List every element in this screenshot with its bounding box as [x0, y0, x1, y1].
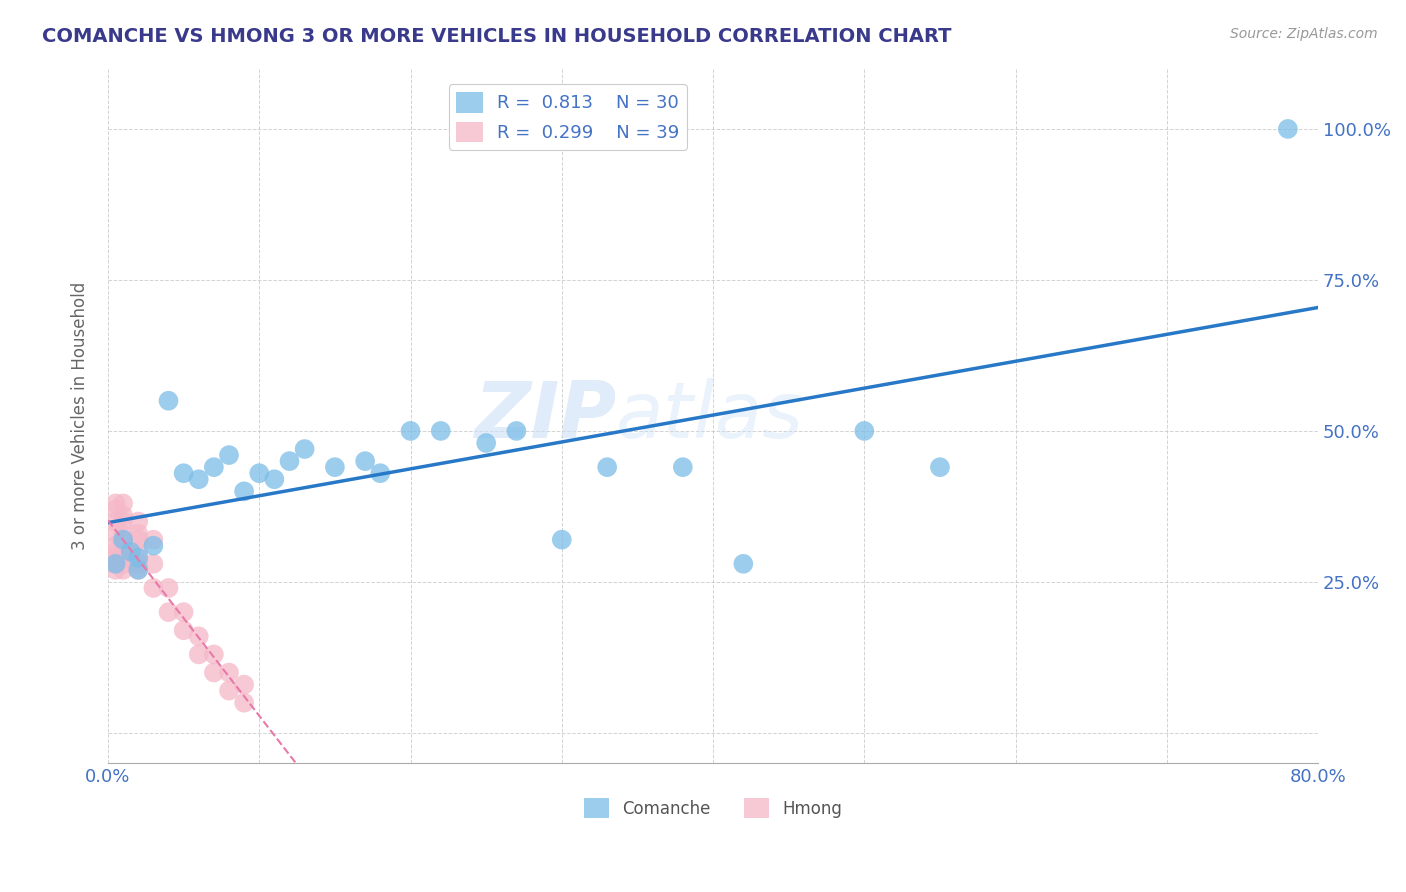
Point: [104, 526, 127, 541]
Point: [596, 460, 619, 475]
Text: ZIP: ZIP: [474, 378, 616, 454]
Point: [368, 466, 391, 480]
Point: [218, 448, 240, 462]
Point: [127, 526, 149, 541]
Point: [127, 557, 149, 571]
Point: [247, 466, 270, 480]
Point: [142, 539, 165, 553]
Point: [104, 557, 127, 571]
Point: [112, 545, 135, 559]
Point: [157, 581, 180, 595]
Point: [202, 460, 225, 475]
Y-axis label: 3 or more Vehicles in Household: 3 or more Vehicles in Household: [72, 282, 89, 550]
Point: [127, 563, 149, 577]
Point: [142, 581, 165, 595]
Text: COMANCHE VS HMONG 3 OR MORE VEHICLES IN HOUSEHOLD CORRELATION CHART: COMANCHE VS HMONG 3 OR MORE VEHICLES IN …: [42, 27, 952, 45]
Point: [233, 677, 256, 691]
Point: [551, 533, 574, 547]
Point: [112, 533, 135, 547]
Point: [733, 557, 755, 571]
Point: [127, 550, 149, 565]
Point: [853, 424, 876, 438]
Point: [104, 557, 127, 571]
Point: [263, 472, 285, 486]
Point: [505, 424, 527, 438]
Point: [202, 665, 225, 680]
Point: [127, 545, 149, 559]
Point: [112, 508, 135, 523]
Point: [187, 648, 209, 662]
Point: [218, 683, 240, 698]
Point: [429, 424, 451, 438]
Point: [104, 563, 127, 577]
Point: [173, 466, 195, 480]
Point: [104, 502, 127, 516]
Point: [173, 605, 195, 619]
Point: [323, 460, 346, 475]
Legend: Comanche, Hmong: Comanche, Hmong: [578, 792, 849, 824]
Point: [929, 460, 952, 475]
Point: [173, 624, 195, 638]
Point: [233, 484, 256, 499]
Point: [354, 454, 377, 468]
Point: [218, 665, 240, 680]
Point: [127, 533, 149, 547]
Point: [157, 605, 180, 619]
Point: [112, 526, 135, 541]
Point: [1277, 122, 1299, 136]
Point: [672, 460, 695, 475]
Point: [112, 533, 135, 547]
Point: [294, 442, 316, 456]
Point: [104, 539, 127, 553]
Point: [104, 550, 127, 565]
Point: [142, 557, 165, 571]
Point: [127, 515, 149, 529]
Point: [127, 563, 149, 577]
Point: [399, 424, 422, 438]
Point: [278, 454, 301, 468]
Point: [233, 696, 256, 710]
Point: [475, 436, 498, 450]
Point: [157, 393, 180, 408]
Point: [120, 545, 142, 559]
Point: [187, 472, 209, 486]
Point: [112, 550, 135, 565]
Point: [187, 629, 209, 643]
Point: [112, 496, 135, 510]
Point: [142, 533, 165, 547]
Point: [104, 545, 127, 559]
Text: atlas: atlas: [616, 378, 804, 454]
Point: [104, 515, 127, 529]
Text: Source: ZipAtlas.com: Source: ZipAtlas.com: [1230, 27, 1378, 41]
Point: [112, 515, 135, 529]
Point: [202, 648, 225, 662]
Point: [104, 496, 127, 510]
Point: [112, 557, 135, 571]
Point: [112, 563, 135, 577]
